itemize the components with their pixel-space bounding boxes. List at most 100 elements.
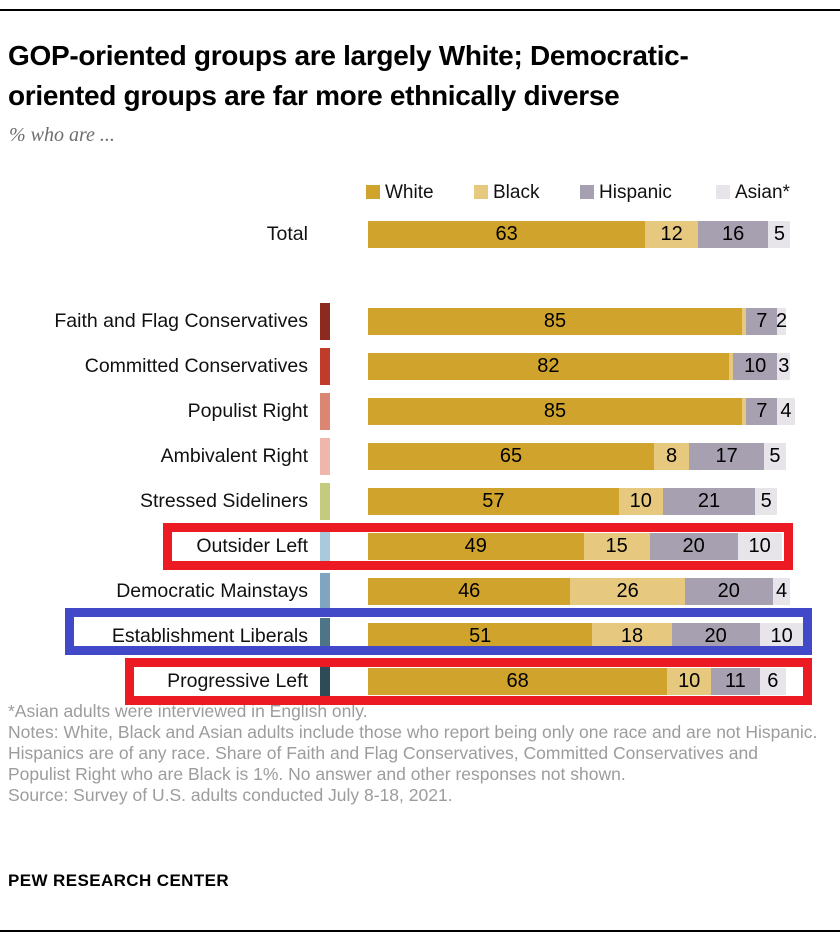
- segment-value: 63: [495, 223, 518, 245]
- bar-segment-black: 12: [645, 221, 698, 248]
- bar-segment-hispanic: 10: [733, 353, 778, 380]
- bar-segment-black: 8: [654, 443, 690, 470]
- bar-segment-black: [728, 353, 734, 380]
- group-label: Faith and Flag Conservatives: [54, 310, 308, 332]
- bar-segment-asian: 10: [737, 533, 782, 560]
- bar-segment-hispanic: 20: [649, 533, 738, 560]
- segment-value: 20: [717, 580, 740, 602]
- bar-segment-asian: 3: [777, 353, 791, 380]
- bar-segment-white: 85: [368, 398, 742, 425]
- bar-segment-white: 85: [368, 308, 742, 335]
- bar-segment-hispanic: 7: [746, 308, 778, 335]
- bar-segment-asian: 4: [772, 578, 791, 605]
- bar-segment-black: 10: [618, 488, 663, 515]
- legend-label: Hispanic: [599, 182, 672, 203]
- segment-value: 20: [682, 535, 705, 557]
- bar-segment-white: 68: [368, 668, 668, 695]
- bar-segment-black: [742, 398, 747, 425]
- stacked-bar-row: 57 10 21 5: [368, 488, 778, 515]
- bar-segment-hispanic: 7: [746, 398, 778, 425]
- segment-value: 2: [776, 310, 788, 332]
- bar-segment-white: 63: [368, 221, 646, 248]
- legend-label: White: [385, 182, 434, 203]
- bar-segment-hispanic: 21: [662, 488, 756, 515]
- group-label: Democratic Mainstays: [116, 580, 308, 602]
- segment-value: 10: [678, 670, 701, 692]
- segment-value: 65: [499, 445, 523, 467]
- group-label: Ambivalent Right: [160, 445, 308, 467]
- segment-value: 12: [660, 223, 683, 245]
- footnote-asterisk: *Asian adults were interviewed in Englis…: [8, 701, 368, 721]
- stacked-bar-row: 82 10 3: [368, 353, 791, 380]
- bar-segment-white: 46: [368, 578, 571, 605]
- notes-text: Notes: White, Black and Asian adults inc…: [8, 722, 818, 784]
- group-label: Committed Conservatives: [84, 355, 308, 377]
- group-color-tick: [320, 348, 330, 385]
- bar-segment-black: 10: [667, 668, 712, 695]
- stacked-bar-row: 46 26 20 4: [368, 578, 791, 605]
- total-label: Total: [266, 223, 308, 245]
- stacked-bar-row: 68 10 11 6: [368, 668, 786, 695]
- bar-segment-hispanic: 20: [671, 623, 760, 650]
- segment-value: 85: [543, 400, 567, 422]
- bar-segment-asian: 10: [759, 623, 804, 650]
- bar-segment-asian: 5: [768, 221, 791, 248]
- bar-segment-hispanic: 17: [689, 443, 764, 470]
- legend-item-black: Black: [474, 182, 540, 203]
- source-text: Source: Survey of U.S. adults conducted …: [8, 785, 453, 805]
- legend-item-hispanic: Hispanic: [580, 182, 672, 203]
- bottom-rule: [0, 930, 840, 932]
- segment-value: 5: [773, 223, 785, 245]
- group-label: Progressive Left: [167, 670, 308, 692]
- segment-value: 46: [458, 580, 481, 602]
- segment-value: 49: [464, 535, 487, 557]
- bar-segment-white: 82: [368, 353, 729, 380]
- bar-segment-hispanic: 11: [711, 668, 760, 695]
- chart-subtitle: % who are ...: [9, 124, 115, 146]
- notes-block: *Asian adults were interviewed in Englis…: [8, 701, 824, 806]
- group-label: Outsider Left: [196, 535, 308, 557]
- group-color-tick: [320, 438, 330, 475]
- segment-value: 11: [725, 670, 746, 692]
- segment-value: 68: [506, 670, 529, 692]
- bar-segment-asian: 6: [759, 668, 786, 695]
- bar-segment-black: 26: [570, 578, 685, 605]
- bar-segment-black: [742, 308, 747, 335]
- group-color-tick: [320, 663, 330, 700]
- legend-item-white: White: [366, 182, 434, 203]
- legend-label: Black: [493, 182, 540, 203]
- segment-value: 26: [616, 580, 639, 602]
- segment-value: 17: [715, 445, 738, 467]
- legend-swatch-icon: [474, 185, 488, 199]
- segment-value: 5: [769, 445, 781, 467]
- legend-swatch-icon: [366, 185, 380, 199]
- top-rule: [0, 9, 840, 11]
- bar-segment-asian: 2: [776, 308, 788, 335]
- group-color-tick: [320, 303, 330, 340]
- segment-value: 10: [744, 355, 767, 377]
- bar-segment-black: 18: [592, 623, 672, 650]
- segment-value: 15: [605, 535, 628, 557]
- group-color-tick: [320, 618, 330, 655]
- segment-value: 10: [748, 535, 771, 557]
- segment-value: 7: [756, 310, 768, 332]
- segment-value: 6: [767, 670, 779, 692]
- bar-segment-white: 57: [368, 488, 619, 515]
- brand-wordmark: PEW RESEARCH CENTER: [8, 871, 230, 890]
- segment-value: 16: [722, 223, 745, 245]
- segment-value: 5: [760, 490, 772, 512]
- stacked-bar-row: 49 15 20 10: [368, 533, 782, 560]
- segment-value: 85: [543, 310, 567, 332]
- segment-value: 4: [776, 580, 788, 602]
- segment-value: 7: [756, 400, 768, 422]
- bar-segment-asian: 5: [763, 443, 786, 470]
- bar-segment-asian: 5: [755, 488, 778, 515]
- segment-value: 3: [778, 355, 790, 377]
- bar-segment-white: 65: [368, 443, 654, 470]
- group-color-tick: [320, 573, 330, 610]
- bar-segment-white: 49: [368, 533, 584, 560]
- legend-swatch-icon: [580, 185, 594, 199]
- legend-label: Asian*: [735, 182, 790, 203]
- legend-item-asian: Asian*: [716, 182, 790, 203]
- chart-title-line2: oriented groups are far more ethnically …: [8, 80, 620, 111]
